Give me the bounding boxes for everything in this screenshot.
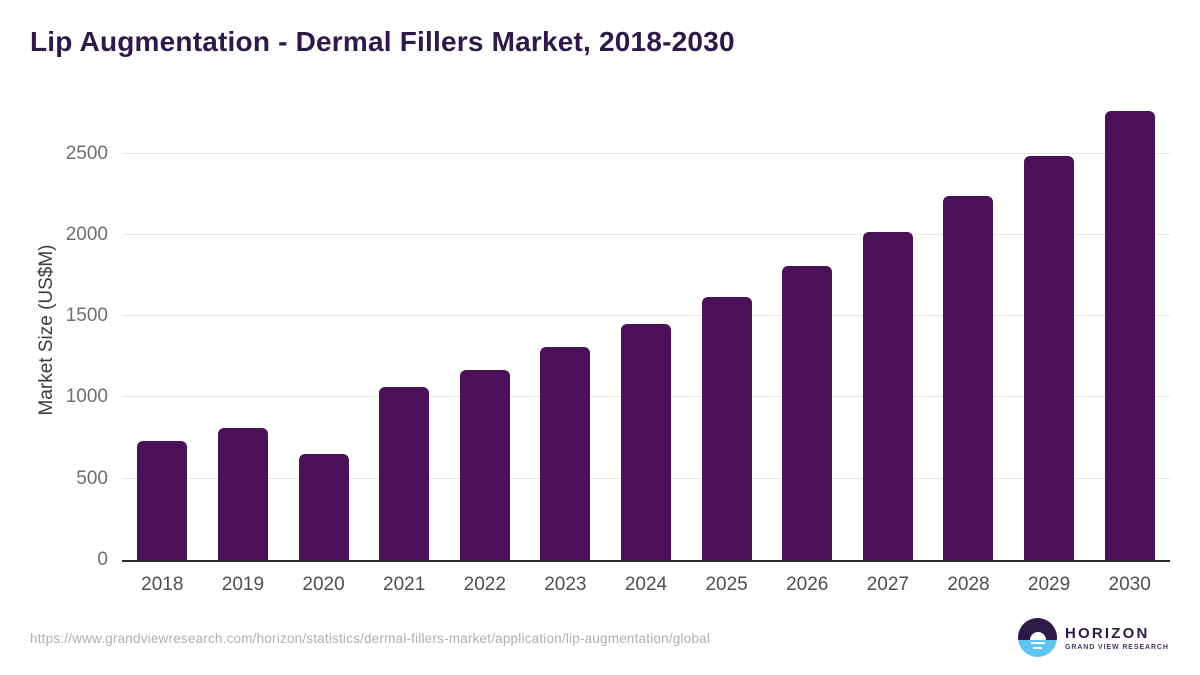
x-tick-label: 2026 <box>786 574 829 595</box>
horizon-logo-icon <box>1018 618 1057 657</box>
bar-2027[interactable] <box>862 232 913 560</box>
logo-text: HORIZON GRAND VIEW RESEARCH <box>1065 625 1169 651</box>
bar-2030[interactable] <box>1104 110 1155 560</box>
logo-name: HORIZON <box>1065 624 1150 642</box>
y-tick-label: 0 <box>97 549 108 570</box>
x-tick-label: 2024 <box>624 574 668 595</box>
y-tick-label: 2500 <box>65 142 108 164</box>
x-tick-label: 2028 <box>947 574 990 595</box>
sun-icon <box>1029 631 1046 640</box>
sun-reflection-line <box>1033 646 1042 649</box>
horizon-logo: HORIZON GRAND VIEW RESEARCH <box>1018 618 1169 657</box>
x-tick-label: 2021 <box>383 574 426 595</box>
bar-2025[interactable] <box>701 296 752 560</box>
bar-2023[interactable] <box>540 347 591 560</box>
logo-subtitle: GRAND VIEW RESEARCH <box>1065 643 1169 651</box>
y-tick-label: 1000 <box>65 386 108 408</box>
bar-2022[interactable] <box>459 369 510 560</box>
source-url: https://www.grandviewresearch.com/horizo… <box>30 631 711 646</box>
x-tick-label: 2023 <box>544 574 587 595</box>
bar-2021[interactable] <box>379 386 430 560</box>
x-tick-label: 2022 <box>463 574 506 595</box>
gridline <box>122 315 1170 317</box>
page-title: Lip Augmentation - Dermal Fillers Market… <box>30 26 735 57</box>
bar-2020[interactable] <box>298 454 349 560</box>
bar-2028[interactable] <box>943 195 994 560</box>
x-tick-label: 2030 <box>1108 574 1151 595</box>
bar-2029[interactable] <box>1024 156 1075 560</box>
x-tick-label: 2018 <box>141 574 184 595</box>
plot-area: 0 500 1000 1500 2000 2500 2018 2019 2020 2021 2022… <box>66 100 1170 595</box>
logo-sky-half <box>1018 618 1057 640</box>
x-tick-label: 2029 <box>1027 574 1071 595</box>
gridline <box>122 233 1170 235</box>
x-tick-label: 2027 <box>866 574 909 595</box>
bar-2024[interactable] <box>621 323 671 560</box>
y-tick-label: 2000 <box>65 223 108 245</box>
bar-2026[interactable] <box>782 265 833 560</box>
bar-2018[interactable] <box>137 441 188 560</box>
x-tick-label: 2019 <box>221 574 265 595</box>
x-tick-label: 2020 <box>302 574 345 595</box>
y-tick-label: 1500 <box>65 305 108 327</box>
sun-reflection-line <box>1030 641 1045 644</box>
x-tick-label: 2025 <box>705 574 748 595</box>
gridline <box>122 152 1170 154</box>
y-tick-label: 500 <box>76 467 108 489</box>
bar-2019[interactable] <box>217 428 268 560</box>
